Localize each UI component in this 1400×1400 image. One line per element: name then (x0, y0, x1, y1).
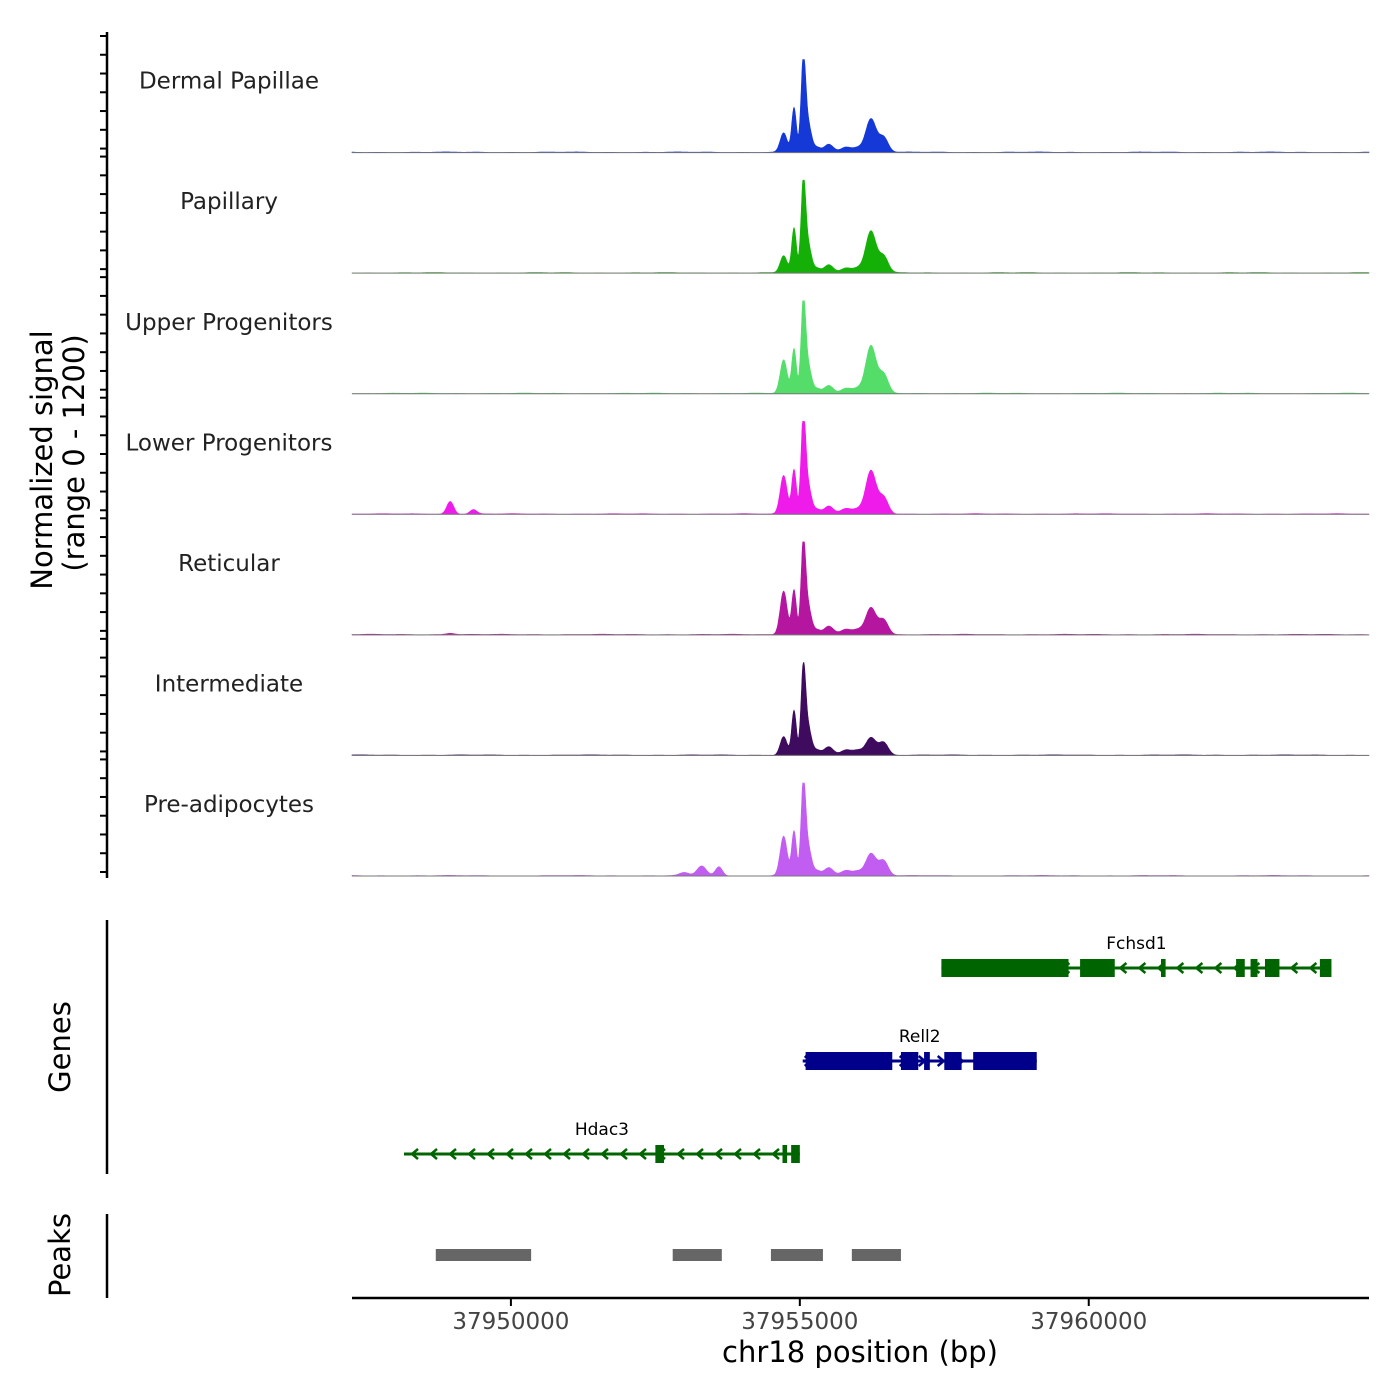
coverage-area (351, 179, 1370, 274)
strand-arrow (1137, 962, 1147, 974)
gene-exon (791, 1145, 800, 1163)
peak-region (435, 1249, 532, 1261)
gene-exon (1264, 959, 1280, 977)
strand-arrow (1289, 962, 1299, 974)
x-axis: 37950000 37955000 37960000 (352, 1296, 1369, 1335)
strand-arrow (581, 1148, 590, 1160)
peak-region (770, 1249, 823, 1261)
gene-exon (973, 1052, 1037, 1070)
x-axis-label: chr18 position (bp) (722, 1335, 998, 1369)
strand-arrow (1118, 962, 1128, 974)
track-label: Pre-adipocytes (144, 792, 314, 818)
strand-arrow (638, 1148, 647, 1160)
x-tick-label: 37960000 (1030, 1309, 1147, 1335)
gene-label: Fchsd1 (1106, 934, 1166, 954)
strand-arrow (410, 1148, 419, 1160)
gene-label: Rell2 (899, 1027, 941, 1047)
strand-arrow (467, 1148, 476, 1160)
track-upper-progenitors: Upper Progenitors (125, 300, 1370, 395)
strand-arrow (714, 1148, 723, 1160)
gene-exon (944, 1052, 962, 1070)
coverage-area (351, 59, 1370, 153)
gene-exon (1080, 959, 1115, 977)
signal-y-axis (100, 32, 109, 878)
track-label: Reticular (178, 551, 280, 577)
gene-hdac3: Hdac3 (404, 1120, 800, 1163)
strand-arrow (429, 1148, 438, 1160)
strand-arrow (1213, 962, 1223, 974)
gene-exon (655, 1145, 665, 1163)
track-pre-adipocytes: Pre-adipocytes (144, 782, 1370, 877)
track-label: Lower Progenitors (126, 430, 333, 456)
strand-arrow (676, 1148, 685, 1160)
track-label: Upper Progenitors (125, 310, 333, 336)
track-label: Papillary (180, 189, 278, 215)
strand-arrow (600, 1148, 609, 1160)
strand-arrow (1194, 962, 1204, 974)
x-tick-label: 37955000 (741, 1309, 858, 1335)
gene-annotation-track: Fchsd1 Rell2 Hdac3 (404, 934, 1332, 1163)
strand-arrow (695, 1148, 704, 1160)
gene-label: Hdac3 (575, 1120, 629, 1140)
coverage-tracks: Dermal Papillae Papillary Upper Progenitor… (125, 59, 1370, 877)
genes-track-label: Genes (43, 1001, 77, 1093)
track-intermediate: Intermediate (155, 662, 1370, 756)
gene-exon (1319, 959, 1332, 977)
gene-rell2: Rell2 (802, 1027, 1037, 1070)
coverage-area (351, 421, 1370, 515)
strand-arrow (771, 1148, 780, 1160)
gene-exon (1250, 959, 1258, 977)
strand-arrow (733, 1148, 742, 1160)
signal-ylabel-line1: Normalized signal (25, 330, 59, 589)
signal-ylabel-line2: (range 0 - 1200) (57, 334, 91, 571)
peak-region (851, 1249, 901, 1261)
track-dermal-papillae: Dermal Papillae (139, 59, 1370, 154)
gene-exon (941, 959, 1069, 977)
peak-region (672, 1249, 722, 1261)
coverage-area (351, 300, 1370, 395)
track-reticular: Reticular (178, 541, 1370, 636)
gene-exon (1160, 959, 1166, 977)
peaks-track-label: Peaks (43, 1213, 77, 1297)
strand-arrow (448, 1148, 457, 1160)
track-lower-progenitors: Lower Progenitors (126, 421, 1370, 515)
strand-arrow (543, 1148, 552, 1160)
gene-exon (900, 1052, 919, 1070)
x-tick-label: 37950000 (452, 1309, 569, 1335)
strand-arrow (936, 1055, 946, 1067)
track-label: Intermediate (155, 672, 303, 698)
gene-exon (805, 1052, 893, 1070)
track-papillary: Papillary (180, 179, 1370, 274)
gene-exon (924, 1052, 930, 1070)
coverage-area (351, 541, 1370, 636)
coverage-area (351, 662, 1370, 756)
coverage-area (351, 782, 1370, 877)
strand-arrow (752, 1148, 761, 1160)
gene-exon (782, 1145, 788, 1163)
peak-regions-track (435, 1249, 901, 1261)
strand-arrow (619, 1148, 628, 1160)
strand-arrow (486, 1148, 495, 1160)
gene-fchsd1: Fchsd1 (941, 934, 1332, 977)
strand-arrow (524, 1148, 533, 1160)
strand-arrow (505, 1148, 514, 1160)
gene-exon (1236, 959, 1245, 977)
strand-arrow (1175, 962, 1185, 974)
strand-arrow (1308, 962, 1318, 974)
track-label: Dermal Papillae (139, 69, 319, 95)
strand-arrow (562, 1148, 571, 1160)
